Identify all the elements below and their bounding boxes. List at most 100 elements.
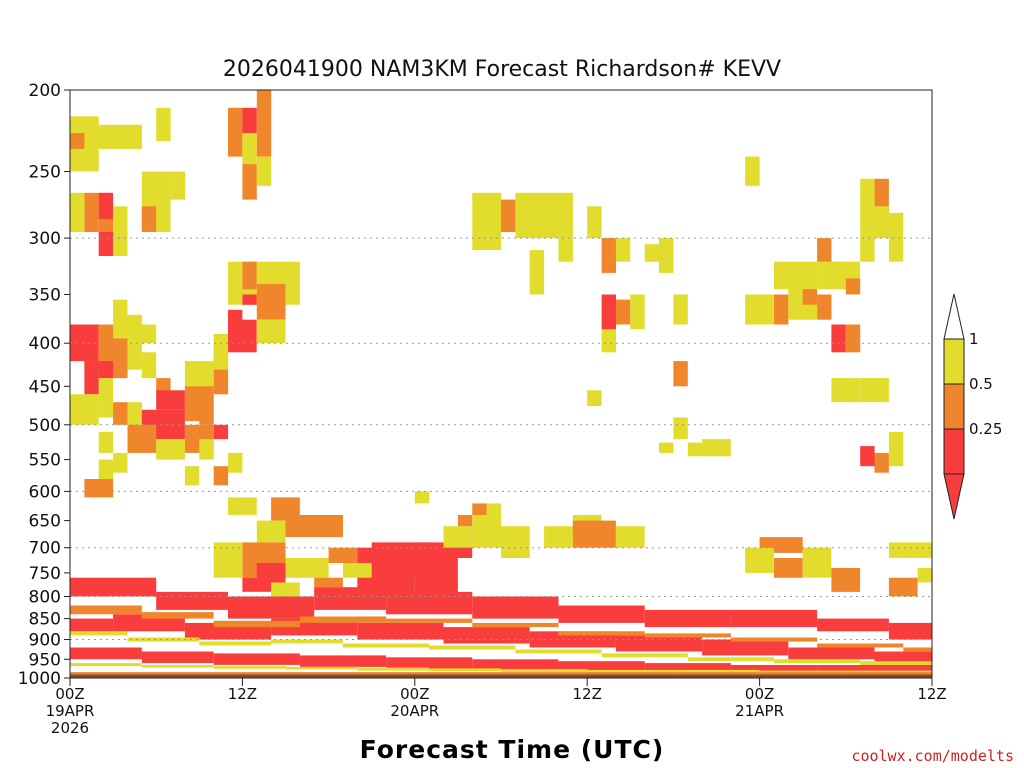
ri-cell bbox=[256, 283, 286, 320]
ri-layer-segment bbox=[730, 637, 818, 642]
ri-cell bbox=[199, 439, 214, 460]
ri-cell bbox=[256, 90, 272, 157]
ri-cell bbox=[615, 526, 645, 548]
ri-layer-segment bbox=[213, 666, 286, 669]
colorbar-segment bbox=[943, 338, 965, 385]
ri-cell bbox=[874, 452, 889, 473]
ri-layer-segment bbox=[156, 591, 228, 610]
ri-cell bbox=[343, 563, 372, 578]
ri-layer-segment bbox=[314, 587, 386, 610]
x-tick-label: 19APR bbox=[46, 702, 95, 720]
ri-cell bbox=[587, 390, 602, 406]
ri-layer-segment bbox=[70, 647, 142, 660]
ri-cell bbox=[673, 417, 688, 440]
ri-cell bbox=[170, 171, 185, 200]
ri-layer-segment bbox=[615, 635, 703, 652]
y-tick-label: 500 bbox=[29, 416, 61, 436]
ri-cell bbox=[558, 238, 573, 262]
ri-cell bbox=[242, 164, 257, 200]
ri-layer-segment bbox=[501, 669, 588, 673]
ri-cell bbox=[501, 526, 530, 558]
ri-layer-segment bbox=[299, 655, 387, 667]
ri-cell bbox=[831, 568, 861, 592]
credit-link[interactable]: coolwx.com/modelts bbox=[851, 747, 1014, 765]
ri-cell bbox=[314, 577, 343, 588]
ri-cell bbox=[472, 192, 501, 251]
ri-layer-segment bbox=[299, 616, 387, 623]
ri-layer-segment bbox=[228, 596, 315, 619]
ri-cell bbox=[98, 378, 114, 418]
ri-cell bbox=[888, 542, 932, 558]
ri-layer-segment bbox=[558, 631, 645, 636]
ri-layer-segment bbox=[141, 665, 214, 668]
ri-cell bbox=[228, 452, 243, 473]
colorbar-tick-label: 0.5 bbox=[969, 375, 993, 393]
y-tick-label: 250 bbox=[29, 163, 61, 183]
ri-cell bbox=[271, 582, 300, 597]
ri-cell bbox=[860, 378, 889, 403]
y-tick-label: 850 bbox=[29, 610, 61, 630]
ri-layer-segment bbox=[817, 665, 932, 673]
richardson-cells bbox=[70, 90, 932, 597]
x-tick-label: 21APR bbox=[735, 702, 784, 720]
ri-cell bbox=[113, 299, 128, 339]
ri-layer-segment bbox=[702, 639, 789, 656]
ri-layer-segment bbox=[386, 591, 473, 615]
colorbar-tick-label: 1 bbox=[969, 330, 979, 348]
ri-cell bbox=[228, 497, 257, 515]
ri-cell bbox=[472, 503, 487, 515]
y-tick-label: 350 bbox=[29, 286, 61, 306]
ri-cell bbox=[285, 515, 343, 538]
ri-cell bbox=[98, 459, 114, 479]
colorbar-segment bbox=[943, 428, 965, 475]
ri-layer-segment bbox=[788, 647, 875, 660]
ri-cell bbox=[774, 558, 803, 578]
colorbar-segment bbox=[943, 383, 965, 430]
ri-cell bbox=[156, 390, 185, 410]
ri-layer-segment bbox=[472, 659, 559, 671]
ri-layer-segment bbox=[70, 618, 114, 632]
ri-cell bbox=[817, 294, 832, 320]
y-tick-label: 300 bbox=[29, 229, 61, 249]
ri-layer-segment bbox=[817, 643, 904, 648]
ri-cell bbox=[213, 424, 229, 440]
x-tick-label: 00Z bbox=[400, 685, 429, 703]
ri-layer-segment bbox=[673, 669, 760, 673]
ri-cell bbox=[601, 329, 616, 353]
x-tick-label: 12Z bbox=[573, 685, 602, 703]
ri-cell bbox=[860, 238, 875, 262]
ri-cell bbox=[544, 526, 573, 548]
ri-layer-segment bbox=[70, 577, 157, 597]
ri-cell bbox=[242, 294, 257, 305]
ri-cell bbox=[84, 479, 114, 498]
ri-cell bbox=[845, 278, 861, 295]
ri-layer-segment bbox=[874, 651, 932, 664]
ri-cell bbox=[213, 466, 229, 486]
ri-cell bbox=[242, 577, 272, 592]
ri-layer-segment bbox=[141, 612, 214, 619]
chart-title: 2026041900 NAM3KM Forecast Richardson# K… bbox=[223, 57, 781, 82]
colorbar-cap-top bbox=[943, 293, 965, 340]
x-tick-label: 00Z bbox=[745, 685, 774, 703]
y-tick-label: 550 bbox=[29, 451, 61, 471]
ri-cell bbox=[673, 361, 688, 387]
ri-layer-segment bbox=[472, 596, 559, 619]
ri-cell bbox=[127, 402, 142, 425]
ri-cell bbox=[831, 378, 861, 403]
ri-cell bbox=[615, 238, 631, 262]
ri-layer-segment bbox=[70, 631, 128, 636]
ri-cell bbox=[141, 324, 157, 344]
ri-layer-segment bbox=[587, 669, 674, 673]
ri-cell bbox=[156, 439, 185, 460]
ri-layer-segment bbox=[70, 663, 142, 667]
y-tick-label: 200 bbox=[29, 81, 61, 101]
ri-cell bbox=[601, 294, 616, 330]
ri-cell bbox=[113, 232, 128, 256]
ri-cell bbox=[644, 244, 660, 262]
ri-cell bbox=[486, 503, 501, 521]
ri-layer-segment bbox=[443, 627, 530, 644]
y-tick-label: 800 bbox=[29, 588, 61, 608]
ri-cell bbox=[802, 289, 818, 305]
ri-layer-segment bbox=[601, 653, 688, 658]
